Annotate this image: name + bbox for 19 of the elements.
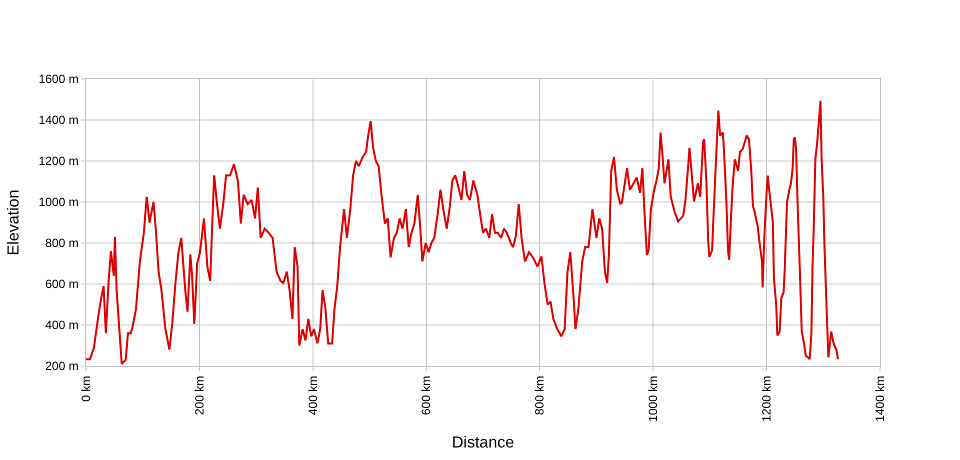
y-tick-label: 400 m [45,318,79,332]
x-tick-label: 1400 km [872,376,887,422]
y-axis-title: Elevation [5,190,22,256]
x-tick-label: 0 km [78,376,93,402]
y-tick-label: 1600 m [38,72,79,86]
y-tick-label: 1000 m [38,195,79,210]
y-tick-label: 1200 m [38,154,79,168]
line-series [86,100,840,365]
x-tick-label: 400 km [306,376,320,416]
y-tick-label: 600 m [45,277,79,292]
x-tick-label: 1200 km [759,376,774,422]
x-tick-label: 600 km [419,376,434,416]
x-tick-label: 1000 km [646,376,660,422]
y-tick-label: 800 m [45,236,79,250]
x-tick-label: 200 km [192,376,206,416]
y-tick-label: 1400 m [38,113,79,128]
x-tick-label: 800 km [532,376,547,416]
x-axis-title: Distance [452,434,514,452]
y-tick-label: 200 m [45,359,79,374]
